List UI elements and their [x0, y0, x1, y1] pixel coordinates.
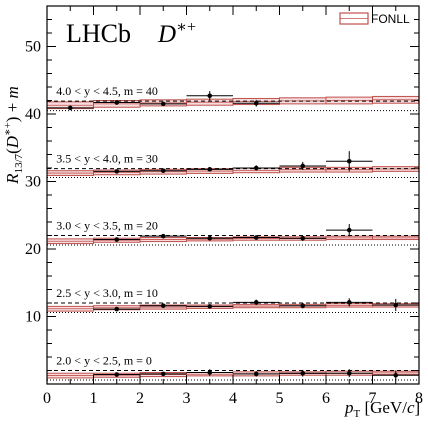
- axis-ticks: [46, 5, 420, 385]
- data-point: [279, 235, 326, 241]
- data-point: [233, 371, 280, 377]
- data-marker: [114, 372, 120, 377]
- data-point: [372, 370, 419, 380]
- plot-frame: [46, 5, 420, 385]
- data-marker: [346, 300, 352, 305]
- data-point: [93, 237, 140, 242]
- x-tick-label: 5: [276, 390, 284, 407]
- y-tick-label: 10: [25, 309, 41, 326]
- x-tick-label: 4: [229, 390, 237, 407]
- data-point: [186, 167, 233, 172]
- y-tick-labels: 10 20 30 40 50: [25, 39, 41, 326]
- data-marker: [300, 163, 306, 169]
- data-point: [279, 161, 326, 171]
- data-marker: [393, 302, 399, 308]
- data-marker: [253, 100, 259, 106]
- data-point: [140, 168, 187, 173]
- y-tick-label: 30: [25, 174, 41, 191]
- data-marker: [300, 235, 306, 241]
- data-point: [233, 165, 280, 171]
- x-tick-label: 1: [90, 390, 98, 407]
- data-marker: [300, 303, 306, 309]
- data-marker: [253, 165, 259, 171]
- data-point: [326, 224, 373, 237]
- data-point: [93, 169, 140, 174]
- data-point: [140, 233, 187, 239]
- legend-label: FONLL: [371, 12, 410, 26]
- experiment-label: LHCb: [66, 19, 131, 48]
- data-point: [186, 369, 233, 376]
- x-axis-title: pT [GeV/c]: [344, 398, 420, 420]
- x-tick-labels: 0 1 2 3 4 5 6 7 8: [43, 390, 423, 407]
- y-tick-label: 20: [25, 241, 41, 258]
- data-point: [186, 91, 233, 101]
- data-marker: [207, 167, 213, 172]
- data-marker: [114, 237, 120, 242]
- data-marker: [160, 101, 166, 107]
- data-marker: [253, 371, 259, 377]
- data-point: [279, 369, 326, 377]
- data-marker: [346, 227, 352, 233]
- data-point: [140, 303, 187, 309]
- band-label: 2.5 < y < 3.0, m = 10: [56, 286, 158, 300]
- x-tick-label: 2: [136, 390, 144, 407]
- y-axis-title: R13/7(D∗+) + m: [2, 86, 25, 185]
- data-point: [140, 371, 187, 377]
- data-point: [326, 151, 373, 172]
- data-point: [233, 235, 280, 240]
- legend: FONLL: [339, 12, 410, 26]
- data-marker: [114, 306, 120, 312]
- data-marker: [393, 372, 399, 378]
- data-point: [233, 99, 280, 107]
- data-point: [93, 372, 140, 377]
- data-marker: [67, 105, 73, 111]
- data-point: [47, 105, 94, 111]
- data-point: [93, 306, 140, 312]
- x-tick-label: 3: [183, 390, 191, 407]
- data-point: [140, 101, 187, 107]
- data-point: [279, 303, 326, 309]
- y-tick-label: 50: [25, 39, 41, 56]
- data-marker: [346, 158, 352, 164]
- data-point: [326, 369, 373, 378]
- data-marker: [207, 304, 213, 309]
- data-point: [372, 298, 419, 312]
- data-marker: [207, 370, 213, 375]
- data-point: [326, 298, 373, 307]
- data-marker: [160, 233, 166, 239]
- data-points: [47, 91, 419, 380]
- data-point: [233, 299, 280, 306]
- data-marker: [207, 93, 213, 99]
- band-label: 3.5 < y < 4.0, m = 30: [56, 152, 158, 166]
- data-marker: [114, 169, 120, 174]
- data-marker: [114, 100, 120, 105]
- band-label: 3.0 < y < 3.5, m = 20: [56, 219, 158, 233]
- x-tick-label: 0: [43, 390, 51, 407]
- x-tick-label: 7: [369, 390, 377, 407]
- band-labels: 2.0 < y < 2.5, m = 0 2.5 < y < 3.0, m = 1…: [56, 84, 158, 367]
- data-marker: [253, 235, 259, 240]
- data-marker: [300, 370, 306, 376]
- data-marker: [160, 371, 166, 377]
- data-marker: [160, 303, 166, 309]
- x-tick-label: 6: [322, 390, 330, 407]
- data-marker: [253, 300, 259, 305]
- x-tick-label: 8: [415, 390, 423, 407]
- data-point: [186, 304, 233, 309]
- data-point: [186, 235, 233, 241]
- particle-label: D∗+: [157, 19, 196, 48]
- data-marker: [346, 370, 352, 376]
- band-label: 4.0 < y < 4.5, m = 40: [56, 84, 158, 98]
- y-tick-label: 40: [25, 106, 41, 123]
- data-point: [93, 100, 140, 105]
- band-label: 2.0 < y < 2.5, m = 0: [56, 354, 152, 368]
- data-marker: [207, 235, 213, 241]
- data-marker: [160, 168, 166, 173]
